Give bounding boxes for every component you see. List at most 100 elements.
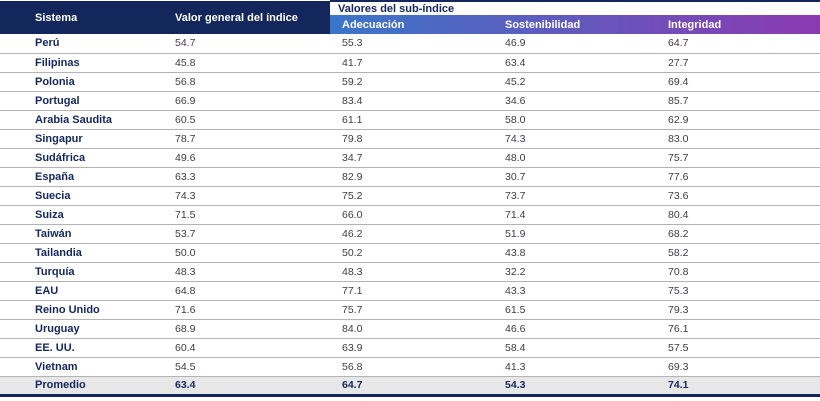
table-header: Sistema Valor general del índice Valores…	[0, 0, 820, 34]
average-integrity-value: 74.1	[656, 375, 820, 397]
table-row: Arabia Saudita 60.5 61.1 58.0 62.9	[0, 110, 820, 130]
column-header-integrity: Integridad	[656, 15, 820, 34]
average-adequacy-value: 64.7	[330, 375, 493, 397]
integrity-cell: 57.5	[656, 338, 820, 358]
system-name-cell: Uruguay	[0, 319, 170, 339]
system-name-cell: EAU	[0, 281, 170, 301]
system-name-cell: Polonia	[0, 72, 170, 92]
subindex-header-row: Adecuación Sostenibilidad Integridad	[0, 15, 820, 34]
overall-index-cell: 49.6	[170, 148, 330, 168]
overall-index-cell: 48.3	[170, 262, 330, 282]
system-name-cell: España	[0, 167, 170, 187]
adequacy-cell: 46.2	[330, 224, 493, 244]
integrity-cell: 70.8	[656, 262, 820, 282]
system-name-cell: Sudáfrica	[0, 148, 170, 168]
table-row: Turquía 48.3 48.3 32.2 70.8	[0, 262, 820, 282]
integrity-cell: 75.3	[656, 281, 820, 301]
table-row: Tailandia 50.0 50.2 43.8 58.2	[0, 243, 820, 263]
table-row: Suecia 74.3 75.2 73.7 73.6	[0, 186, 820, 206]
sustainability-cell: 45.2	[493, 72, 656, 92]
sustainability-cell: 43.3	[493, 281, 656, 301]
integrity-cell: 76.1	[656, 319, 820, 339]
sustainability-cell: 58.4	[493, 338, 656, 358]
table-footer: Promedio 63.4 64.7 54.3 74.1	[0, 375, 820, 397]
sustainability-cell: 41.3	[493, 357, 656, 377]
overall-index-cell: 64.8	[170, 281, 330, 301]
sustainability-cell: 73.7	[493, 186, 656, 206]
adequacy-cell: 34.7	[330, 148, 493, 168]
sustainability-cell: 61.5	[493, 300, 656, 320]
system-name-cell: Taiwán	[0, 224, 170, 244]
system-name-cell: Perú	[0, 34, 170, 54]
table-row: Perú 54.7 55.3 46.9 64.7	[0, 34, 820, 54]
integrity-cell: 69.4	[656, 72, 820, 92]
integrity-cell: 64.7	[656, 34, 820, 54]
table-row: Filipinas 45.8 41.7 63.4 27.7	[0, 53, 820, 73]
adequacy-cell: 66.0	[330, 205, 493, 225]
table-row: Sudáfrica 49.6 34.7 48.0 75.7	[0, 148, 820, 168]
overall-index-cell: 45.8	[170, 53, 330, 73]
overall-index-cell: 63.3	[170, 167, 330, 187]
sustainability-cell: 43.8	[493, 243, 656, 263]
overall-index-cell: 71.6	[170, 300, 330, 320]
overall-index-cell: 68.9	[170, 319, 330, 339]
overall-index-cell: 54.5	[170, 357, 330, 377]
integrity-cell: 68.2	[656, 224, 820, 244]
integrity-cell: 75.7	[656, 148, 820, 168]
integrity-cell: 79.3	[656, 300, 820, 320]
header-row-group: Sistema Valor general del índice Valores…	[0, 0, 820, 34]
system-name-cell: Turquía	[0, 262, 170, 282]
system-name-cell: Vietnam	[0, 357, 170, 377]
overall-index-cell: 74.3	[170, 186, 330, 206]
system-name-cell: Filipinas	[0, 53, 170, 73]
adequacy-cell: 84.0	[330, 319, 493, 339]
sustainability-cell: 51.9	[493, 224, 656, 244]
overall-index-cell: 56.8	[170, 72, 330, 92]
column-header-adequacy: Adecuación	[330, 15, 493, 34]
adequacy-cell: 79.8	[330, 129, 493, 149]
integrity-cell: 77.6	[656, 167, 820, 187]
adequacy-cell: 48.3	[330, 262, 493, 282]
table-row: Portugal 66.9 83.4 34.6 85.7	[0, 91, 820, 111]
integrity-cell: 85.7	[656, 91, 820, 111]
adequacy-cell: 41.7	[330, 53, 493, 73]
overall-index-cell: 78.7	[170, 129, 330, 149]
adequacy-cell: 77.1	[330, 281, 493, 301]
table-row: Taiwán 53.7 46.2 51.9 68.2	[0, 224, 820, 244]
integrity-cell: 58.2	[656, 243, 820, 263]
adequacy-cell: 82.9	[330, 167, 493, 187]
adequacy-cell: 61.1	[330, 110, 493, 130]
subindex-group-title: Valores del sub-índice	[330, 0, 820, 15]
sustainability-cell: 34.6	[493, 91, 656, 111]
adequacy-cell: 56.8	[330, 357, 493, 377]
overall-index-cell: 66.9	[170, 91, 330, 111]
integrity-cell: 83.0	[656, 129, 820, 149]
adequacy-cell: 83.4	[330, 91, 493, 111]
table-row: Polonia 56.8 59.2 45.2 69.4	[0, 72, 820, 92]
system-name-cell: EE. UU.	[0, 338, 170, 358]
table-row: EAU 64.8 77.1 43.3 75.3	[0, 281, 820, 301]
table-row: EE. UU. 60.4 63.9 58.4 57.5	[0, 338, 820, 358]
average-overall-value: 63.4	[170, 375, 330, 397]
adequacy-cell: 75.2	[330, 186, 493, 206]
overall-index-cell: 53.7	[170, 224, 330, 244]
column-header-overall-index: Valor general del índice	[170, 1, 330, 34]
adequacy-cell: 50.2	[330, 243, 493, 263]
system-name-cell: Reino Unido	[0, 300, 170, 320]
sustainability-cell: 71.4	[493, 205, 656, 225]
system-name-cell: Suiza	[0, 205, 170, 225]
adequacy-cell: 75.7	[330, 300, 493, 320]
overall-index-cell: 60.5	[170, 110, 330, 130]
average-row: Promedio 63.4 64.7 54.3 74.1	[0, 375, 820, 397]
table-row: Suiza 71.5 66.0 71.4 80.4	[0, 205, 820, 225]
overall-index-cell: 60.4	[170, 338, 330, 358]
adequacy-cell: 63.9	[330, 338, 493, 358]
sustainability-cell: 63.4	[493, 53, 656, 73]
integrity-cell: 73.6	[656, 186, 820, 206]
sustainability-cell: 46.6	[493, 319, 656, 339]
table-body: Perú 54.7 55.3 46.9 64.7 Filipinas 45.8 …	[0, 34, 820, 377]
integrity-cell: 80.4	[656, 205, 820, 225]
sustainability-cell: 48.0	[493, 148, 656, 168]
table-row: España 63.3 82.9 30.7 77.6	[0, 167, 820, 187]
